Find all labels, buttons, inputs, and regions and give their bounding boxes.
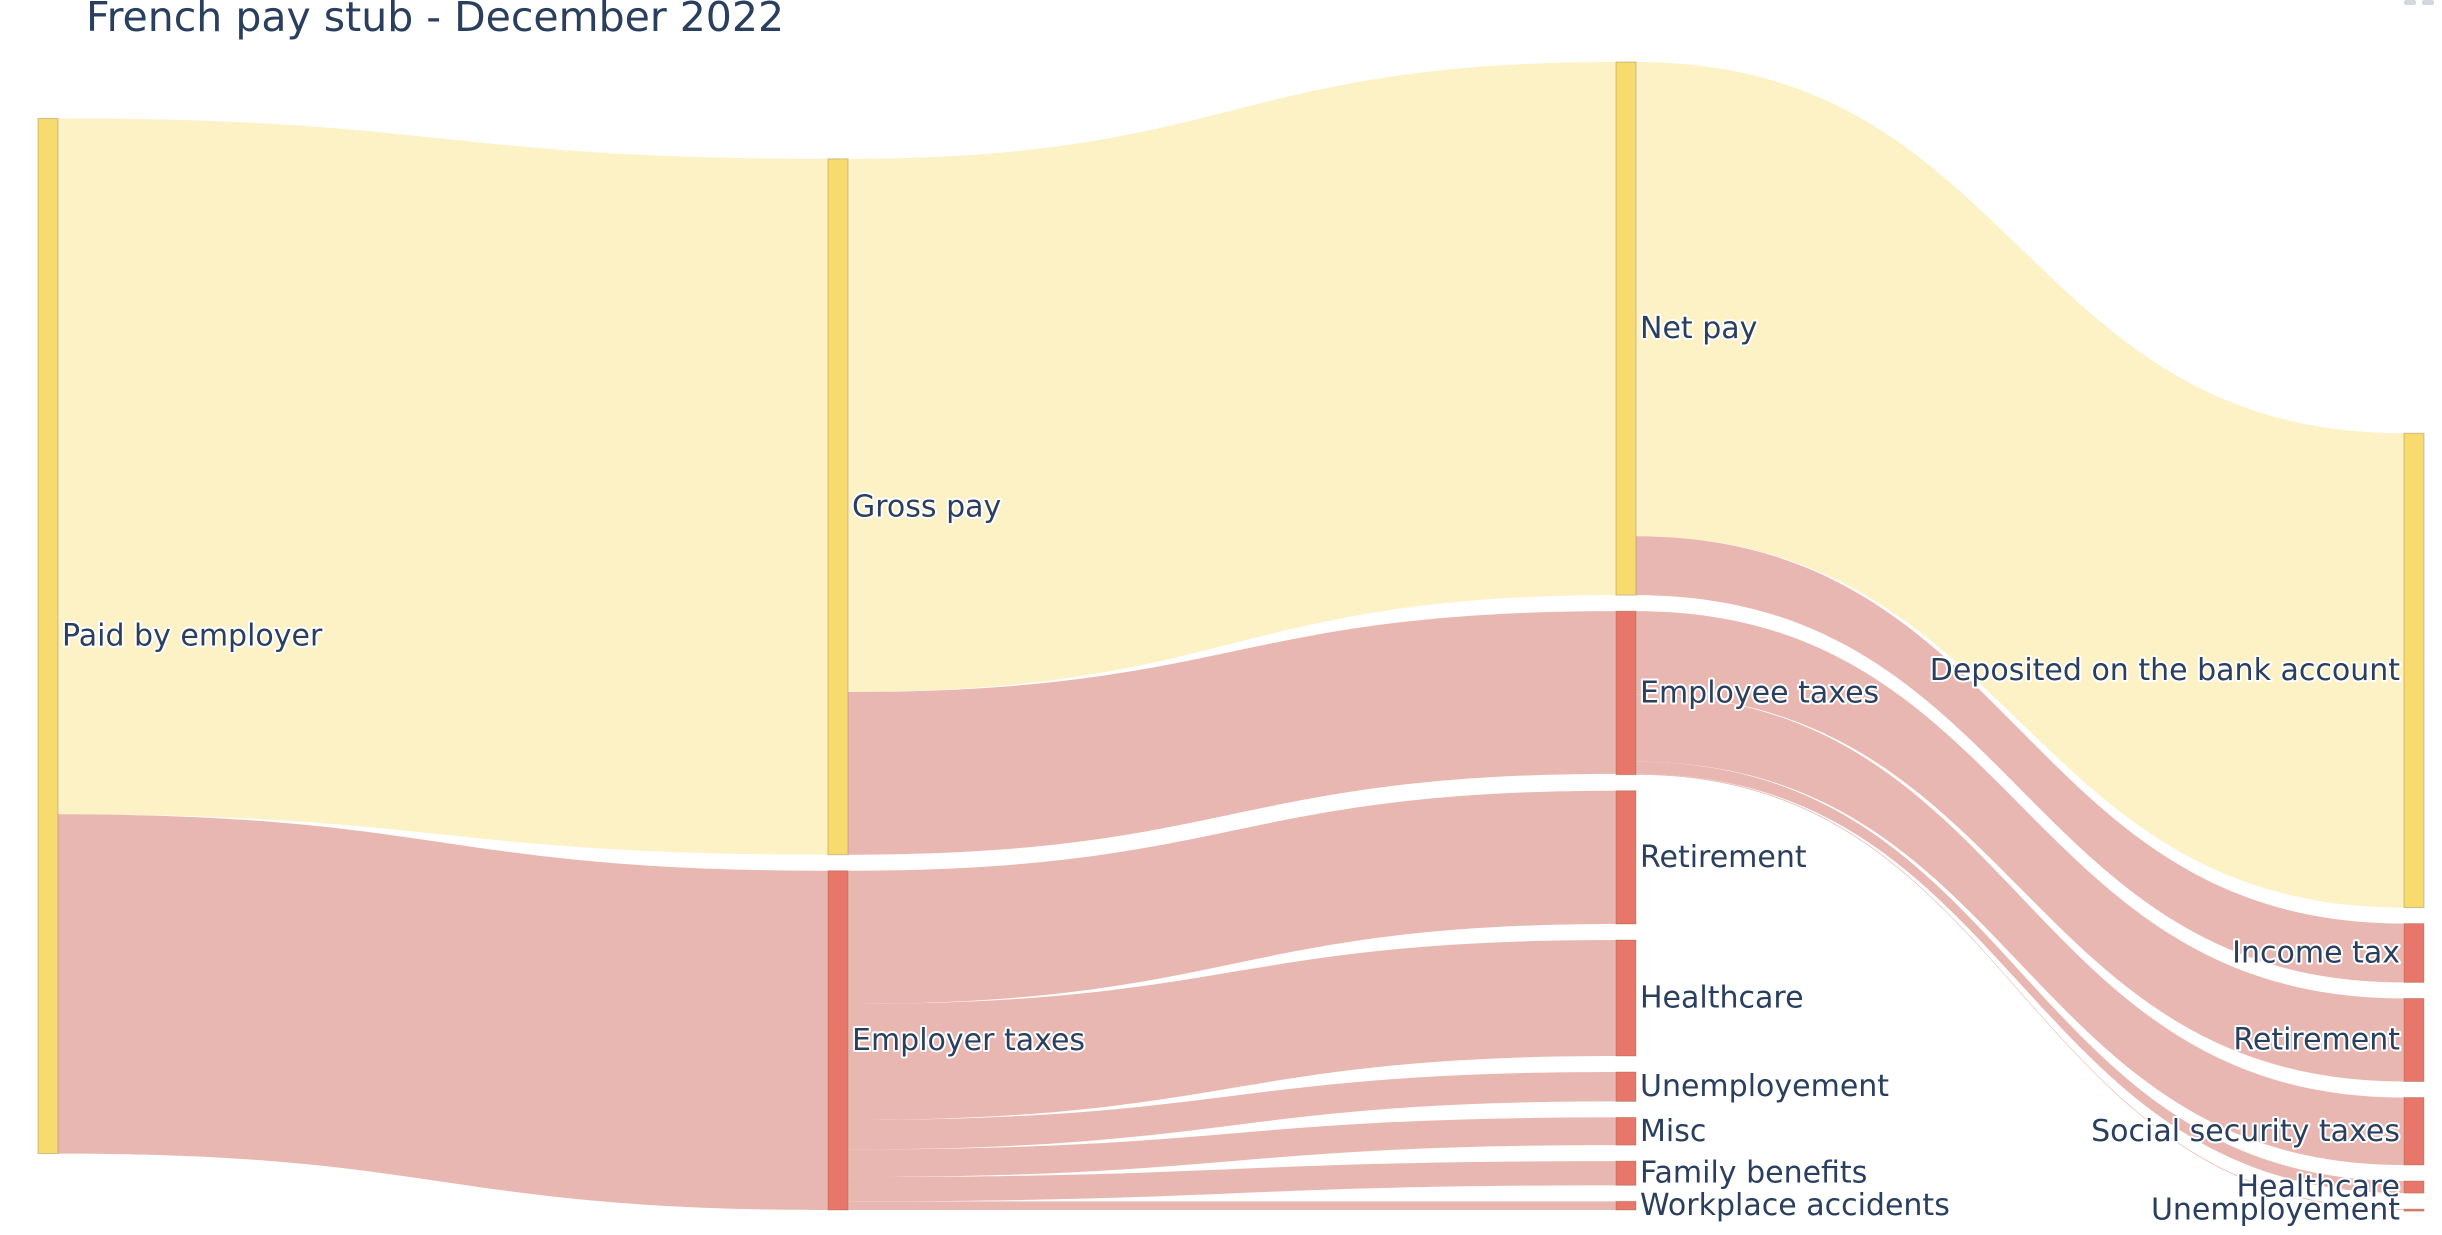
sankey-link-employee_taxes-to-ee_retirement[interactable]	[1636, 611, 2404, 1082]
sankey-node-gross_pay[interactable]	[827, 158, 849, 856]
sankey-links	[58, 62, 2404, 1210]
sankey-link-gross_pay-to-employee_taxes[interactable]	[848, 611, 1616, 855]
sankey-node-ee_unemployement[interactable]	[2403, 1208, 2425, 1212]
sankey-link-paid_by_employer-to-employer_taxes[interactable]	[58, 814, 828, 1210]
sankey-node-label-ee_social_security: Social security taxes	[2091, 1114, 2400, 1149]
plotly-logo-icon[interactable]	[2422, 0, 2434, 5]
sankey-node-ee_social_security[interactable]	[2403, 1097, 2425, 1166]
chart-title: French pay stub - December 2022	[86, 0, 785, 41]
sankey-link-employer_taxes-to-er_unemployement[interactable]	[848, 1071, 1616, 1150]
sankey-node-ee_healthcare[interactable]	[2403, 1180, 2425, 1194]
sankey-node-deposited[interactable]	[2403, 432, 2425, 909]
sankey-link-employee_taxes-to-ee_unemployement[interactable]	[1636, 773, 2404, 1210]
sankey-link-employer_taxes-to-er_workplace_accidents[interactable]	[848, 1201, 1616, 1210]
sankey-node-label-er_misc: Misc	[1640, 1114, 1706, 1149]
sankey-node-er_misc[interactable]	[1615, 1116, 1637, 1146]
sankey-link-net_pay-to-deposited[interactable]	[1636, 62, 2404, 908]
sankey-link-employee_taxes-to-ee_healthcare[interactable]	[1636, 761, 2404, 1194]
sankey-node-label-gross_pay: Gross pay	[852, 489, 1001, 524]
sankey-link-employer_taxes-to-er_family_benefits[interactable]	[848, 1161, 1616, 1202]
sankey-node-employer_taxes[interactable]	[827, 870, 849, 1211]
sankey-node-er_unemployement[interactable]	[1615, 1071, 1637, 1102]
sankey-node-label-net_pay: Net pay	[1640, 311, 1757, 346]
sankey-labels: Paid by employer Gross pay Employer taxes N…	[60, 309, 2402, 1230]
sankey-node-label-er_unemployement: Unemployement	[1640, 1069, 1889, 1104]
sankey-node-er_healthcare[interactable]	[1615, 939, 1637, 1057]
sankey-link-gross_pay-to-net_pay[interactable]	[848, 62, 1616, 693]
sankey-link-employee_taxes-to-ee_social_security[interactable]	[1636, 694, 2404, 1166]
sankey-node-label-ee_healthcare: Healthcare	[2236, 1170, 2400, 1205]
sankey-link-net_pay-to-income_tax[interactable]	[1636, 536, 2404, 983]
sankey-node-label-employee_taxes: Employee taxes	[1640, 675, 1879, 710]
sankey-node-er_retirement[interactable]	[1615, 790, 1637, 925]
sankey-node-label-er_healthcare: Healthcare	[1640, 981, 1804, 1016]
sankey-node-income_tax[interactable]	[2403, 923, 2425, 983]
sankey-node-label-paid_by_employer: Paid by employer	[62, 619, 323, 654]
sankey-link-employer_taxes-to-er_retirement[interactable]	[848, 790, 1616, 1005]
sankey-node-er_family_benefits[interactable]	[1615, 1160, 1637, 1186]
sankey-node-paid_by_employer[interactable]	[37, 117, 59, 1155]
sankey-node-ee_retirement[interactable]	[2403, 997, 2425, 1083]
camera-icon[interactable]	[2404, 0, 2416, 5]
sankey-node-label-ee_unemployement: Unemployement	[2151, 1193, 2400, 1228]
sankey-node-label-employer_taxes: Employer taxes	[852, 1023, 1085, 1058]
sankey-node-label-er_workplace_accidents: Workplace accidents	[1640, 1188, 1950, 1223]
sankey-node-label-income_tax: Income tax	[2232, 935, 2400, 970]
sankey-node-label-er_retirement: Retirement	[1640, 840, 1807, 875]
sankey-link-employer_taxes-to-er_misc[interactable]	[848, 1117, 1616, 1178]
sankey-link-paid_by_employer-to-gross_pay[interactable]	[58, 118, 828, 855]
sankey-node-er_workplace_accidents[interactable]	[1615, 1200, 1637, 1211]
sankey-node-label-er_family_benefits: Family benefits	[1640, 1156, 1867, 1191]
sankey-node-employee_taxes[interactable]	[1615, 610, 1637, 776]
sankey-nodes	[37, 61, 2425, 1212]
sankey-link-employer_taxes-to-er_healthcare[interactable]	[848, 940, 1616, 1120]
sankey-node-label-deposited: Deposited on the bank account	[1930, 653, 2400, 688]
sankey-node-label-ee_retirement: Retirement	[2233, 1022, 2400, 1057]
sankey-node-net_pay[interactable]	[1615, 61, 1637, 596]
modebar[interactable]	[2404, 0, 2434, 5]
